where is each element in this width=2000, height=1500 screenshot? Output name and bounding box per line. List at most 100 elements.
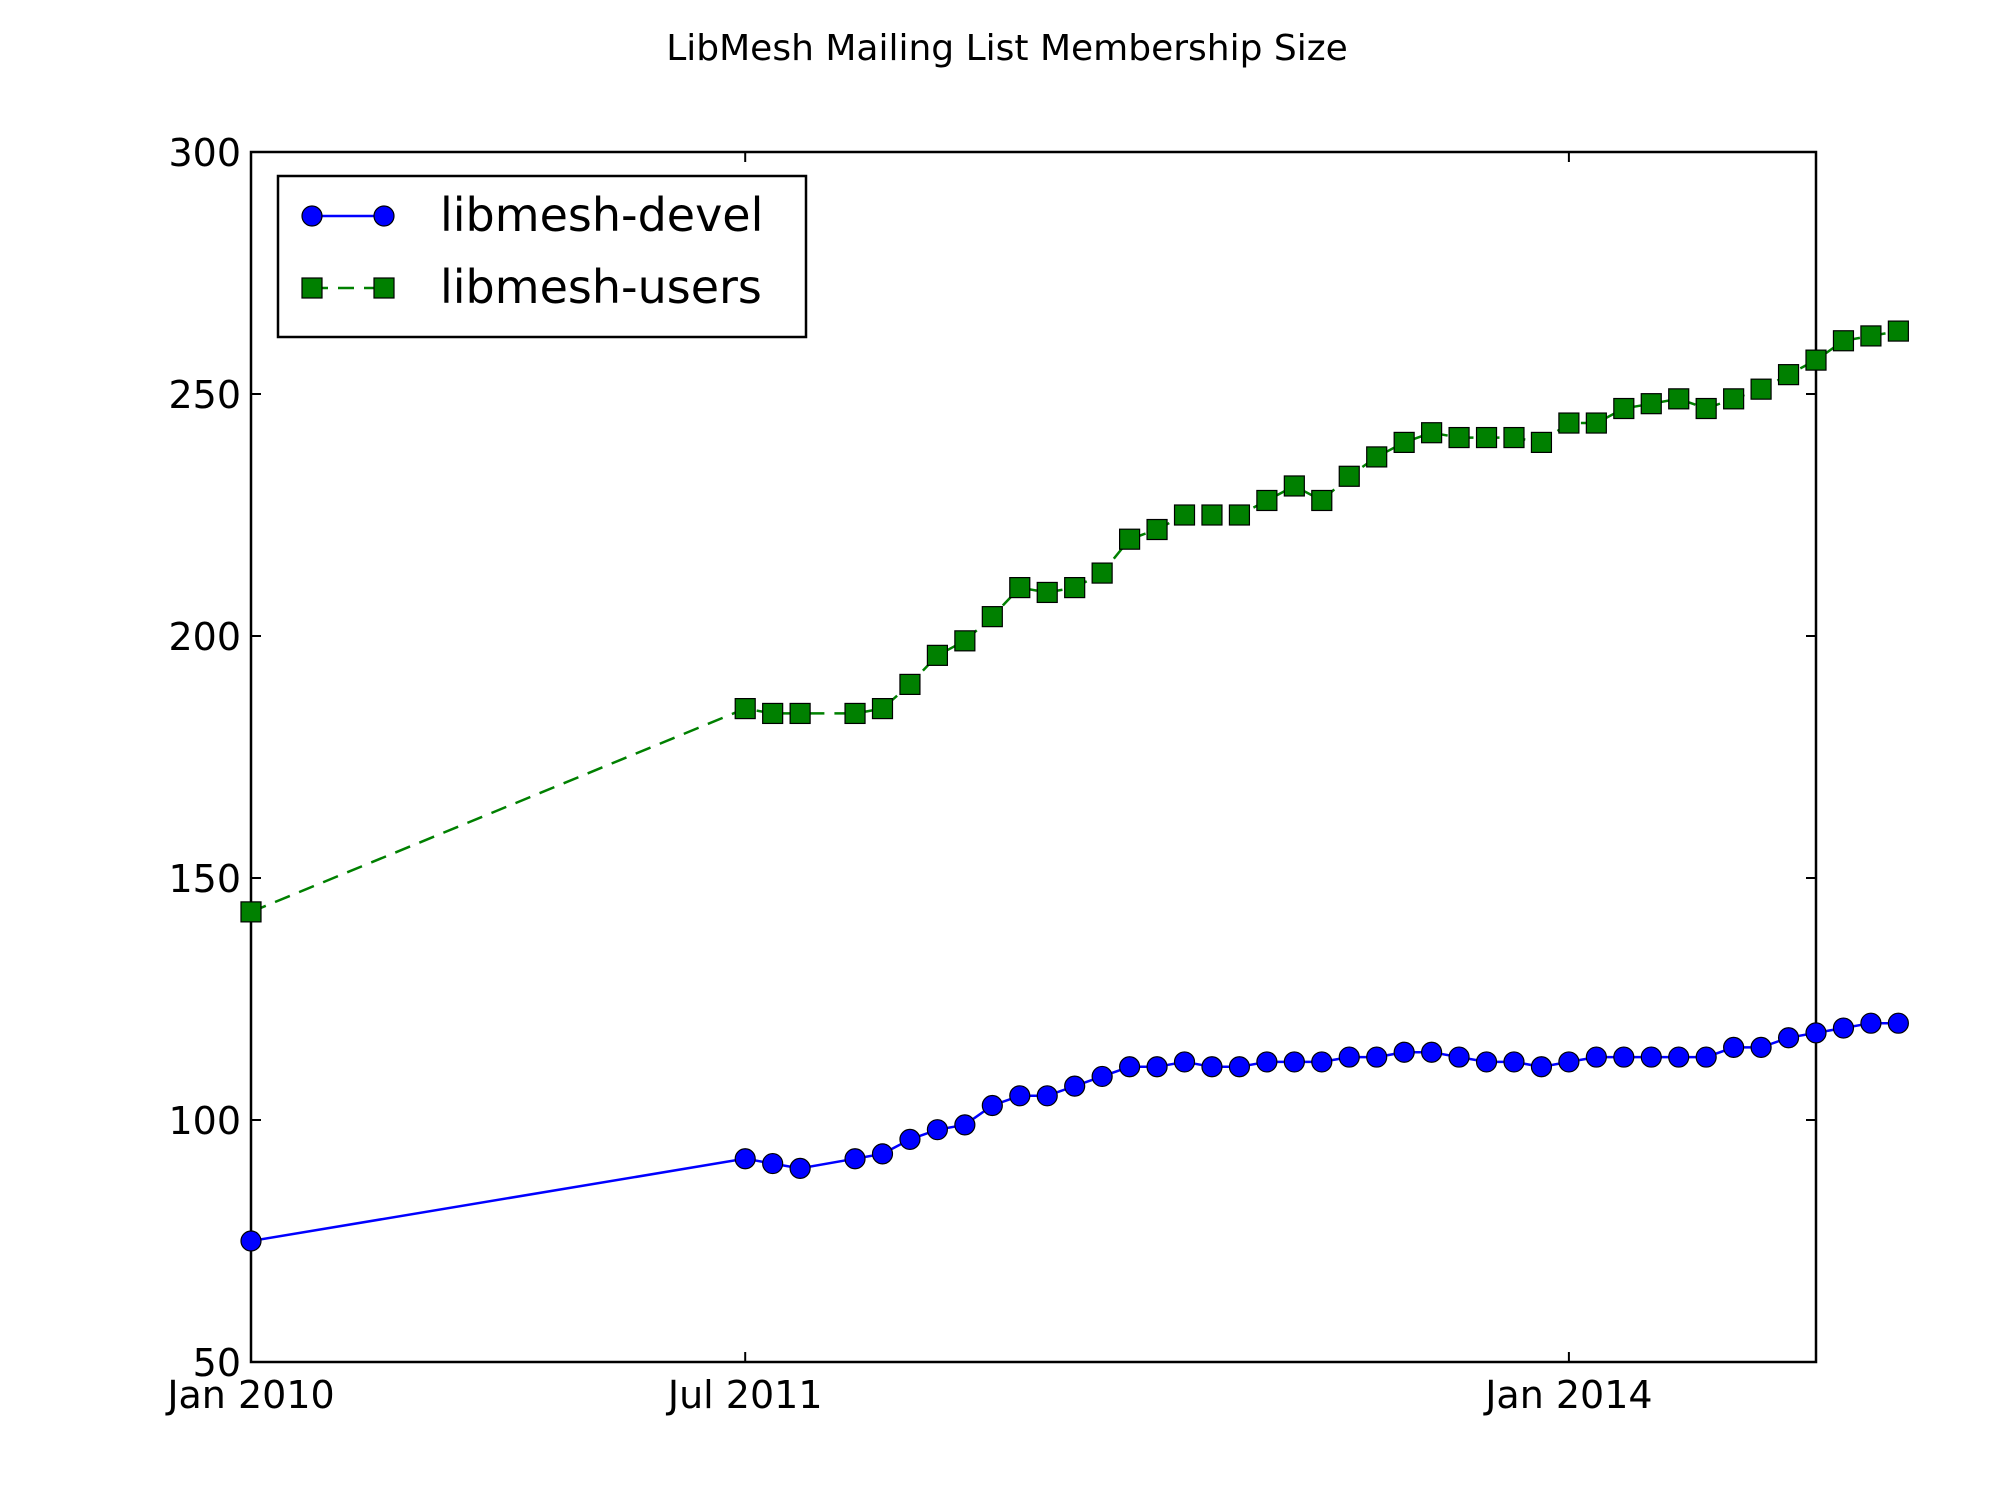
legend: libmesh-devel libmesh-users [276,174,808,339]
legend-entry: libmesh-users [301,260,762,314]
data-point [734,1148,756,1170]
data-point [926,1119,949,1141]
y-tick-label: 250 [168,373,241,417]
data-point [1228,1056,1251,1078]
data-point [1530,431,1553,453]
chart-title: LibMesh Mailing List Membership Size [666,28,1348,69]
data-point [1228,504,1251,526]
x-tick-label: Jan 2014 [1483,1373,1652,1417]
x-tick-label: Jul 2011 [666,1373,823,1417]
data-point [871,1143,894,1165]
y-axis: 50 100 150 200 250 300 [168,131,1816,1385]
data-point [954,630,976,652]
data-point [1832,330,1855,352]
x-tick-label: Jan 2010 [165,1373,334,1417]
data-point [1475,1051,1498,1073]
data-point [1723,1036,1745,1059]
data-point [1064,1075,1086,1097]
data-point [1503,1051,1525,1073]
data-point [981,1094,1003,1117]
data-point [1036,1085,1058,1107]
data-point [899,673,921,696]
data-point [1585,412,1607,434]
data-point [1475,426,1498,449]
data-point [1530,1056,1553,1078]
data-point [1668,1046,1690,1068]
data-point [1421,1041,1443,1063]
data-point [871,697,894,720]
data-point [1393,431,1415,453]
data-point [1448,1046,1470,1068]
data-point [1860,325,1882,347]
data-point [1064,576,1086,599]
data-point [1695,1046,1717,1068]
data-point [1338,1046,1360,1068]
y-tick-label: 50 [193,1341,241,1385]
data-point [899,1128,921,1150]
data-point [1118,528,1141,550]
legend-marker [373,277,395,299]
data-point [1201,504,1223,526]
data-point [1009,576,1031,599]
data-point [1201,1056,1223,1078]
legend-marker [373,205,395,227]
data-point [734,697,756,720]
data-point [1036,581,1058,604]
data-point [1448,426,1470,449]
data-point [1640,1046,1662,1068]
data-point [1860,1012,1882,1034]
data-point [1146,518,1168,541]
data-point [1805,1022,1827,1044]
data-point [1887,320,1909,342]
data-point [1091,562,1113,584]
data-point [926,644,949,666]
plot-area [249,150,1818,1364]
data-point [240,1230,262,1252]
legend-label: libmesh-devel [440,188,763,242]
data-point [1750,1036,1772,1059]
data-point [1256,1051,1278,1073]
data-point [1173,504,1196,526]
data-point [1887,1012,1909,1034]
data-point [1366,446,1388,468]
data-point [1668,388,1690,410]
data-point [1558,1051,1580,1073]
data-point [1366,1046,1388,1068]
data-point [1173,1051,1196,1073]
data-point [1338,465,1360,487]
data-point [240,901,262,923]
data-point [1750,378,1772,400]
data-point [1558,412,1580,434]
data-point [1777,1027,1800,1049]
legend-entry: libmesh-devel [301,188,763,242]
legend-marker [301,205,323,227]
data-point [1421,422,1443,444]
data-point [1585,1046,1607,1068]
data-point [1009,1085,1031,1107]
legend-marker [301,277,323,299]
data-point [789,702,811,725]
y-tick-label: 150 [168,857,241,901]
data-point [762,1152,784,1175]
plot-frame [249,150,1818,1364]
data-point [844,1148,866,1170]
data-point [1805,349,1827,371]
series-layer [240,320,1909,1252]
data-point [844,702,866,725]
data-point [762,702,784,725]
data-point [1256,489,1278,512]
data-point [1311,489,1333,512]
data-point [1640,393,1662,415]
data-point [1091,1065,1113,1088]
data-point [1118,1056,1141,1078]
legend-label: libmesh-users [440,260,762,314]
data-point [1613,397,1635,420]
data-point [1695,397,1717,420]
data-point [954,1114,976,1136]
data-point [1613,1046,1635,1068]
data-point [1146,1056,1168,1078]
x-axis: Jan 2010 Jul 2011 Jan 2014 [165,152,1653,1417]
y-tick-label: 200 [168,615,241,659]
y-tick-label: 300 [168,131,241,175]
